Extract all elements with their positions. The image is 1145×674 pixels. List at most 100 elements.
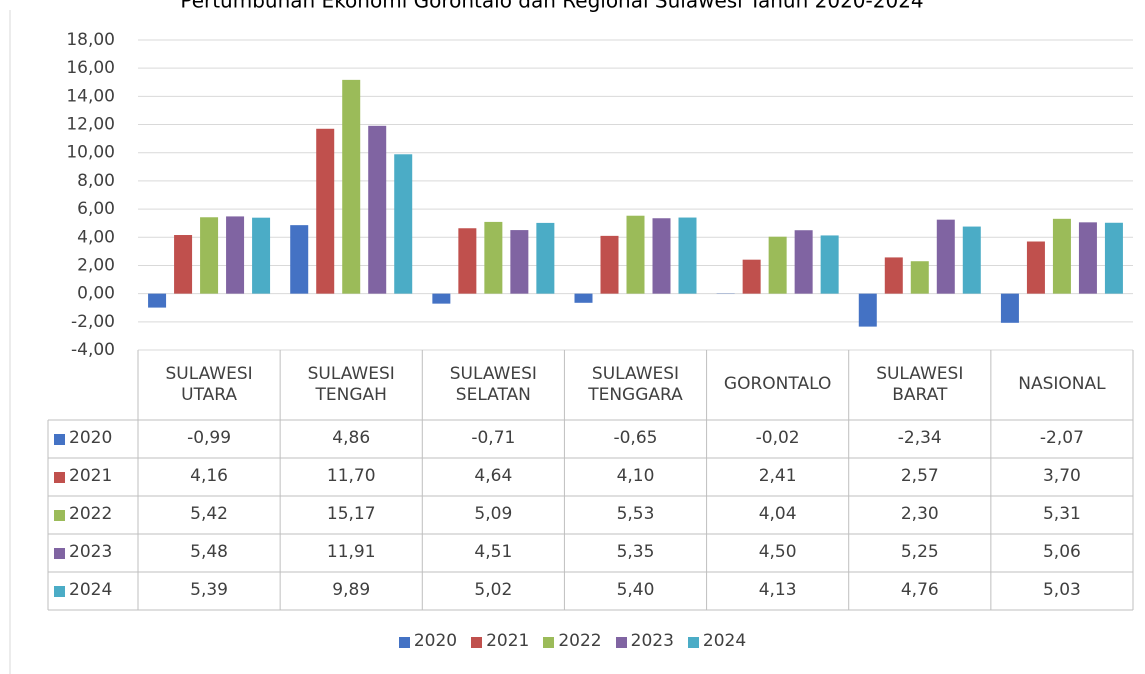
legend: 2020 2021 2022 2023 2024 <box>0 626 1145 658</box>
bar <box>1104 222 1123 294</box>
bar <box>148 293 167 308</box>
legend-key <box>398 636 410 648</box>
bar <box>510 230 529 294</box>
bar <box>252 217 271 294</box>
table-value: 5,03 <box>1042 580 1081 601</box>
series-row-label: 2023 <box>48 534 138 572</box>
bar <box>768 236 787 294</box>
table-value: 5,39 <box>190 580 228 601</box>
table-value: -0,71 <box>471 428 516 449</box>
legend-key <box>54 547 65 559</box>
table-value: 4,51 <box>474 542 513 563</box>
bar <box>316 128 335 294</box>
bar <box>962 226 981 294</box>
bar <box>652 218 671 294</box>
table-value: 4,10 <box>616 466 655 487</box>
table-value: 2,57 <box>900 466 939 487</box>
series-name: 2021 <box>69 466 113 487</box>
bar <box>1052 218 1071 294</box>
bar <box>600 235 619 294</box>
table-value: 5,02 <box>474 580 513 601</box>
category-label: SULAWESI TENGGARA <box>588 363 683 405</box>
table-value: 2,41 <box>758 466 797 487</box>
bar <box>1026 241 1045 294</box>
y-tick-label: 0,00 <box>77 284 115 304</box>
bar <box>200 217 219 294</box>
bar <box>484 221 503 294</box>
bar <box>910 261 929 294</box>
legend-key <box>615 636 627 648</box>
table-value: 2,30 <box>900 504 939 525</box>
chart-title: Pertumbuhan Ekonomi Gorontalo dan Region… <box>180 0 923 13</box>
y-tick-label: -4,00 <box>71 340 115 360</box>
y-tick-label: -2,00 <box>71 312 115 332</box>
series-row-label: 2021 <box>48 458 138 496</box>
bar <box>574 293 593 303</box>
legend-key <box>687 636 699 648</box>
bar <box>884 257 903 294</box>
table-value: 5,42 <box>190 504 228 525</box>
table-value: 5,40 <box>616 580 655 601</box>
bar <box>368 125 387 294</box>
series-name: 2020 <box>69 428 113 449</box>
bar <box>342 79 361 294</box>
legend-label: 2023 <box>630 631 674 652</box>
table-value: 4,04 <box>758 504 797 525</box>
legend-item: 2020 <box>398 631 458 652</box>
table-value: 4,50 <box>758 542 797 563</box>
series-name: 2023 <box>69 542 113 563</box>
table-value: -0,02 <box>755 428 800 449</box>
bar <box>936 219 955 294</box>
table-value: -0,65 <box>613 428 658 449</box>
legend-key <box>54 433 65 445</box>
legend-label: 2022 <box>558 631 602 652</box>
legend-label: 2020 <box>413 631 458 652</box>
table-value: 11,91 <box>326 542 376 563</box>
legend-label: 2021 <box>486 631 530 652</box>
y-tick-label: 16,00 <box>66 58 115 78</box>
legend-item: 2024 <box>687 631 747 652</box>
legend-key <box>54 509 65 521</box>
category-label: SULAWESI BARAT <box>876 363 964 405</box>
table-value: -2,07 <box>1039 428 1084 449</box>
category-label: SULAWESI TENGAH <box>307 363 395 405</box>
y-tick-label: 2,00 <box>77 255 115 275</box>
table-value: 5,35 <box>616 542 655 563</box>
bar <box>432 293 451 304</box>
y-tick-label: 14,00 <box>66 86 115 106</box>
table-value: 5,48 <box>190 542 228 563</box>
table-value: 11,70 <box>326 466 376 487</box>
table-value: -2,34 <box>897 428 942 449</box>
legend-label: 2024 <box>702 631 747 652</box>
y-tick-label: 12,00 <box>66 115 115 135</box>
y-tick-label: 18,00 <box>66 30 115 50</box>
bar <box>678 217 697 294</box>
category-label: SULAWESI SELATAN <box>449 363 537 405</box>
bar <box>290 225 309 294</box>
series-row-label: 2022 <box>48 496 138 534</box>
table-value: 5,06 <box>1042 542 1081 563</box>
table-value: 4,76 <box>900 580 939 601</box>
table-value: 4,16 <box>190 466 228 487</box>
table-value: 5,31 <box>1042 504 1081 525</box>
table-value: 15,17 <box>326 504 376 525</box>
legend-item: 2023 <box>615 631 674 652</box>
bar <box>536 222 555 294</box>
series-row-label: 2024 <box>48 572 138 610</box>
legend-item: 2021 <box>471 631 529 652</box>
category-label: SULAWESI UTARA <box>165 363 253 405</box>
table-value: 5,53 <box>616 504 655 525</box>
table-value: -0,99 <box>187 428 232 449</box>
category-label: NASIONAL <box>1018 374 1106 395</box>
series-name: 2024 <box>69 580 113 601</box>
bar <box>1000 293 1019 323</box>
bar <box>858 293 877 327</box>
table-value: 4,13 <box>758 580 797 601</box>
table-value: 9,89 <box>332 580 371 601</box>
y-tick-label: 6,00 <box>77 199 115 219</box>
table-value: 5,25 <box>900 542 939 563</box>
bar <box>174 235 193 294</box>
legend-key <box>543 636 555 648</box>
y-tick-label: 10,00 <box>66 143 115 163</box>
